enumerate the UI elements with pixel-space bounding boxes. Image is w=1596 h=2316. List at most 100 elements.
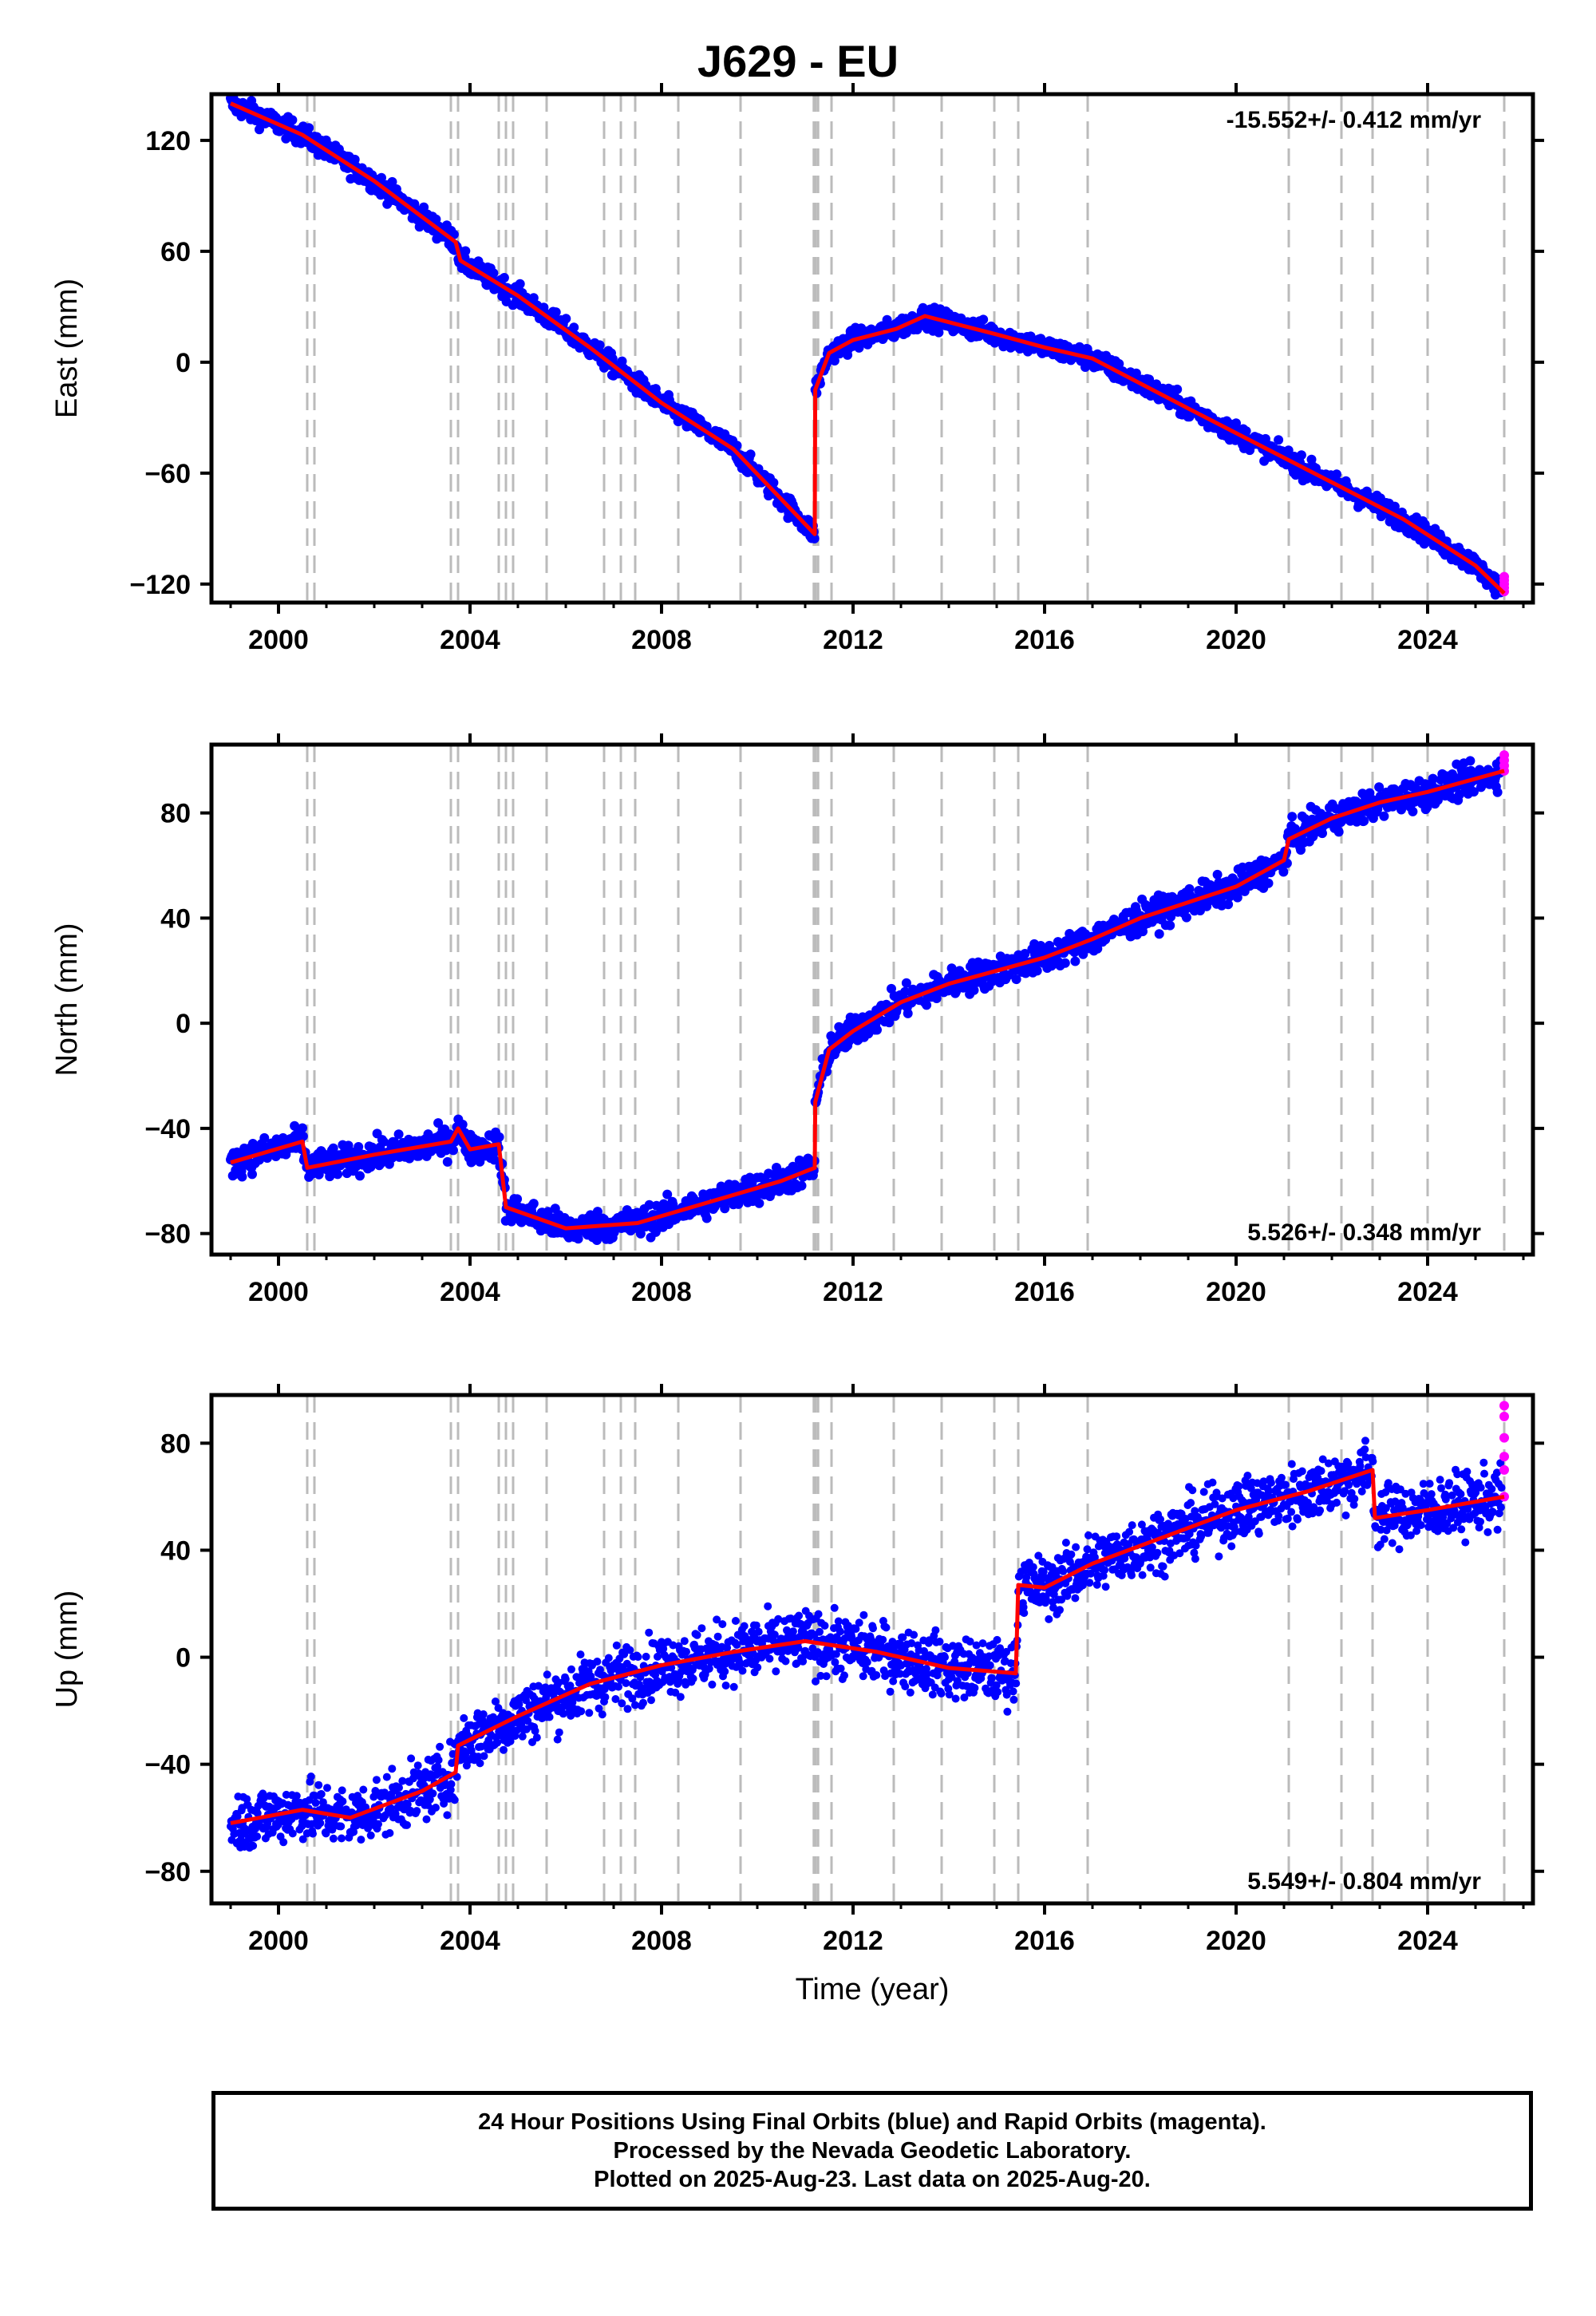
final-orbit-point: [628, 1694, 637, 1703]
final-orbit-point: [855, 1618, 863, 1627]
final-orbit-point: [506, 1737, 515, 1745]
final-orbit-point: [443, 1811, 452, 1820]
final-orbit-point: [592, 1207, 602, 1217]
final-orbit-point: [662, 1189, 673, 1199]
final-orbit-point: [447, 1780, 456, 1788]
y-tick-label: 120: [145, 126, 191, 156]
y-tick-label: 60: [160, 237, 191, 267]
final-orbit-point: [398, 1777, 407, 1785]
final-orbit-point: [494, 1704, 503, 1713]
final-orbit-point: [882, 1623, 891, 1632]
final-orbit-point: [357, 1836, 365, 1844]
final-orbit-point: [831, 1658, 839, 1666]
final-orbit-point: [235, 1828, 243, 1837]
final-orbit-point: [814, 1610, 823, 1618]
final-orbit-point: [593, 1658, 602, 1666]
final-orbit-point: [736, 1660, 745, 1669]
final-orbit-point: [279, 1838, 288, 1847]
final-orbit-point: [395, 1784, 403, 1792]
final-orbit-point: [259, 1132, 270, 1143]
final-orbit-point: [654, 1652, 662, 1661]
final-orbit-point: [386, 1804, 395, 1812]
final-orbit-point: [906, 1688, 915, 1697]
final-orbit-point: [561, 1674, 570, 1683]
final-orbit-point: [1278, 867, 1289, 877]
final-orbit-point: [329, 1834, 338, 1843]
final-orbit-point: [322, 1829, 330, 1838]
final-orbit-point: [901, 1682, 910, 1691]
final-orbit-point: [292, 1792, 301, 1800]
final-orbit-point: [614, 1682, 622, 1691]
model-trend-line: [230, 769, 1505, 1231]
final-orbit-point: [255, 124, 264, 135]
final-orbit-point: [1379, 811, 1389, 821]
up-panel: 2000 2004 2008 2012 2016 2020 2024−80−4004080U…: [50, 1384, 1544, 2006]
plot-frame: [209, 742, 1535, 1257]
final-orbit-point: [718, 1620, 727, 1629]
final-orbit-point: [830, 1603, 839, 1612]
final-orbit-point: [693, 1630, 701, 1639]
final-orbit-point: [253, 1832, 262, 1841]
x-tick-label: 2016: [1014, 1277, 1075, 1307]
final-orbit-point: [922, 1000, 932, 1010]
final-orbit-point: [493, 1738, 502, 1747]
final-orbit-point: [1465, 756, 1476, 766]
final-orbit-point: [886, 1687, 895, 1696]
y-tick-label: 0: [176, 1009, 191, 1039]
final-orbit-point: [567, 1665, 575, 1674]
final-orbit-point: [1011, 974, 1021, 985]
x-tick-label: 2012: [823, 1277, 883, 1307]
final-orbit-point: [872, 1025, 882, 1035]
final-orbit-point: [630, 1701, 639, 1709]
final-orbit-point: [494, 1132, 504, 1142]
final-orbit-point: [639, 1698, 647, 1707]
final-orbit-point: [711, 1641, 720, 1650]
y-tick-label: −80: [144, 1219, 191, 1250]
final-orbit-point: [781, 1657, 790, 1666]
final-orbit-point: [647, 1696, 655, 1705]
final-orbit-point: [772, 1667, 780, 1676]
final-orbit-point: [237, 1172, 247, 1182]
final-orbit-point: [457, 1120, 468, 1129]
final-orbit-point: [433, 1762, 442, 1771]
final-orbit-point: [460, 1713, 468, 1722]
final-orbit-point: [1216, 893, 1227, 903]
final-orbit-point: [474, 1753, 483, 1761]
final-orbit-point: [304, 123, 314, 133]
final-orbit-point: [1317, 828, 1327, 839]
final-orbit-point: [1287, 812, 1298, 822]
final-orbit-point: [352, 1821, 361, 1830]
final-orbit-point: [705, 1664, 713, 1673]
final-orbit-point: [309, 1829, 317, 1838]
final-orbit-point: [969, 985, 979, 995]
final-orbit-point: [676, 1693, 685, 1701]
plot-frame: [209, 92, 1535, 605]
final-orbit-point: [634, 1653, 642, 1662]
final-orbit-point: [816, 1671, 825, 1680]
final-orbit-point: [422, 1815, 431, 1824]
final-orbit-point: [792, 1659, 801, 1668]
final-orbit-point: [569, 322, 579, 333]
final-orbit-point: [721, 1667, 729, 1676]
final-orbit-point: [872, 1671, 881, 1679]
final-orbit-point: [1020, 949, 1030, 958]
final-orbit-point: [713, 1615, 721, 1624]
final-orbit-point: [774, 1614, 783, 1623]
final-orbit-point: [863, 1658, 871, 1666]
final-orbit-point: [1241, 426, 1251, 437]
final-orbit-point: [689, 1674, 697, 1683]
final-orbit-point: [1274, 435, 1284, 445]
final-orbit-point: [680, 1637, 689, 1646]
final-orbit-point: [243, 1795, 251, 1804]
final-orbit-point: [460, 246, 471, 256]
final-orbit-point: [729, 1180, 740, 1190]
final-orbit-point: [491, 1697, 500, 1705]
final-orbit-point: [788, 1627, 797, 1636]
final-orbit-point: [900, 986, 911, 997]
final-orbit-point: [745, 449, 756, 460]
final-orbit-point: [713, 1632, 722, 1641]
final-orbit-point: [770, 1630, 779, 1639]
final-orbit-point: [561, 314, 571, 324]
rapid-orbit-point: [1499, 750, 1509, 761]
final-orbit-point: [1408, 806, 1418, 816]
